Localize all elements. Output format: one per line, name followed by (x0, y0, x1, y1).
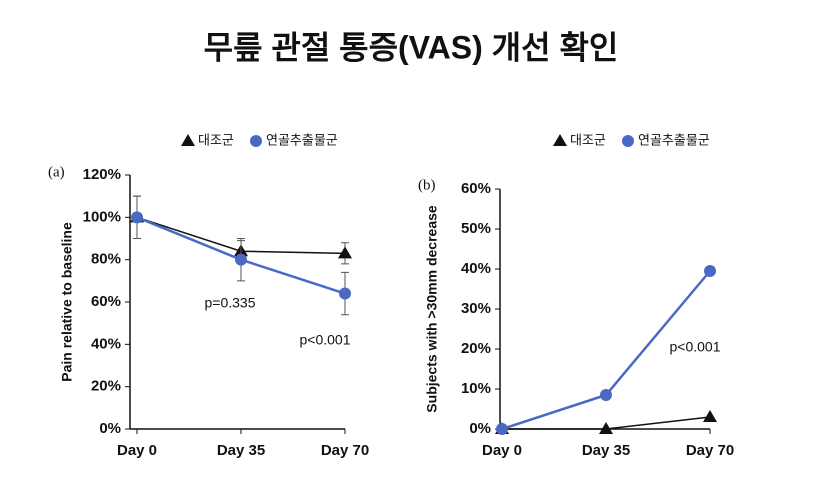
marker (339, 287, 351, 300)
panel-label: (a) (48, 164, 65, 180)
y-tick-label: 120% (83, 166, 121, 183)
y-axis-label: Subjects with >30mm decrease (424, 205, 440, 413)
x-tick-label: Day 0 (117, 442, 157, 459)
y-tick-label: 20% (461, 340, 491, 357)
y-tick-label: 40% (461, 260, 491, 277)
marker (704, 265, 716, 277)
marker (703, 410, 717, 422)
legend-marker (622, 135, 634, 147)
y-tick-label: 60% (91, 293, 121, 310)
marker (600, 389, 612, 401)
x-tick-label: Day 35 (582, 442, 630, 459)
legend-marker (181, 134, 195, 146)
y-tick-label: 0% (99, 420, 121, 437)
y-tick-label: 30% (461, 300, 491, 317)
y-axis-label: Pain relative to baseline (59, 222, 75, 382)
y-tick-label: 40% (91, 335, 121, 352)
legend-label: 대조군 (198, 132, 234, 147)
title: 무릎 관절 통증(VAS) 개선 확인 (204, 29, 619, 65)
y-tick-label: 10% (461, 380, 491, 397)
annotation: p=0.335 (205, 295, 256, 311)
panel-label: (b) (418, 177, 436, 193)
y-tick-label: 50% (461, 220, 491, 237)
marker (599, 422, 613, 434)
marker (338, 246, 352, 259)
x-tick-label: Day 0 (482, 442, 522, 459)
y-tick-label: 80% (91, 251, 121, 268)
x-tick-label: Day 70 (321, 442, 369, 459)
y-tick-label: 100% (83, 208, 121, 225)
legend-marker (553, 134, 567, 146)
y-tick-label: 0% (469, 420, 491, 437)
marker (131, 211, 143, 224)
legend-label: 연골추출물군 (638, 132, 710, 147)
legend-marker (250, 135, 262, 147)
annotation: p<0.001 (300, 332, 351, 348)
marker (235, 253, 247, 266)
x-tick-label: Day 70 (686, 442, 734, 459)
x-tick-label: Day 35 (217, 442, 265, 459)
marker (496, 423, 508, 435)
legend-label: 연골추출물군 (266, 132, 338, 147)
legend-label: 대조군 (570, 132, 606, 147)
y-tick-label: 20% (91, 378, 121, 395)
annotation: p<0.001 (670, 339, 721, 355)
y-tick-label: 60% (461, 180, 491, 197)
